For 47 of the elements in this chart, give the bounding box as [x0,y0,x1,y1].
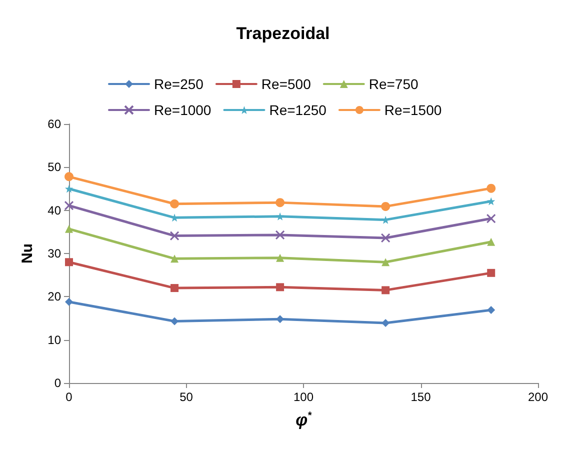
chart-title: Trapezoidal [236,24,330,43]
point [64,200,74,210]
point [170,231,180,241]
legend-label: Re=750 [368,76,419,92]
point [487,197,496,206]
legend-label: Re=1500 [384,102,442,118]
point [276,212,284,220]
x-tick-label: 50 [180,390,194,404]
point [275,230,285,240]
point [64,172,74,182]
point [65,298,73,306]
point [380,233,390,243]
y-axis-title: Nu [19,244,36,264]
point [276,198,285,208]
y-tick-label: 40 [48,203,62,218]
point [276,254,284,262]
y-tick-label: 60 [48,117,62,131]
point [170,254,179,263]
point [487,238,496,246]
point [382,258,390,266]
x-tick-label: 0 [66,390,73,404]
legend-label: Re=1250 [269,102,327,118]
point [486,184,496,193]
point [486,214,496,224]
point [170,199,180,208]
point [487,306,496,314]
y-tick-label: 20 [48,290,62,304]
x-tick-label: 200 [528,390,548,404]
point [65,258,73,266]
point [276,283,284,292]
y-tick-label: 30 [48,246,62,260]
y-tick-label: 10 [48,332,62,347]
point [170,284,179,292]
point [382,286,390,294]
y-tick-label: 0 [54,376,62,390]
point [487,268,496,277]
point [65,224,73,233]
point [382,319,390,327]
point [381,202,390,211]
legend-label: Re=500 [261,76,312,92]
legend-label: Re=1000 [154,102,212,118]
x-tick-label: 100 [293,390,314,404]
x-axis-title: φ* [296,410,313,430]
x-tick-label: 150 [410,390,432,404]
legend-label: Re=250 [154,76,204,92]
point [65,184,73,193]
y-tick-label: 50 [48,160,62,174]
